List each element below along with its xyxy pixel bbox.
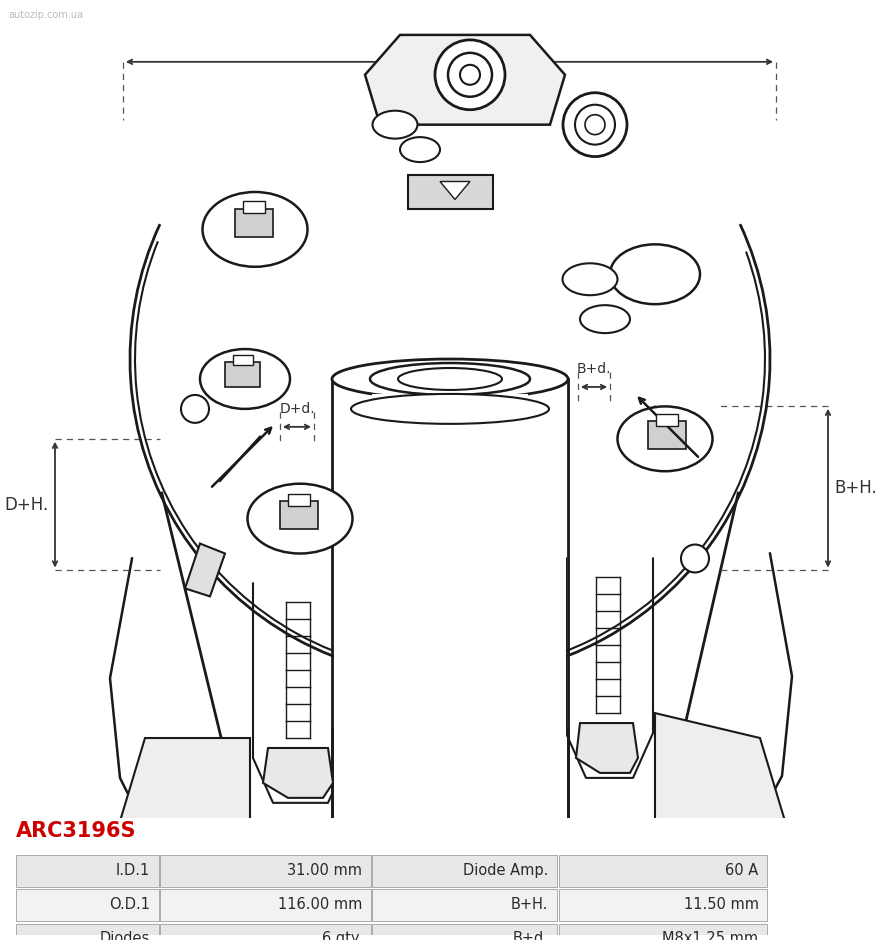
Text: I.D.1: I.D.1 [116, 863, 150, 878]
Text: 6 qty.: 6 qty. [321, 931, 362, 940]
Text: O.D.1: O.D.1 [109, 897, 150, 912]
Text: B+H.: B+H. [834, 479, 876, 497]
Bar [16, 923, 158, 940]
Text: D+H.: D+H. [5, 495, 49, 513]
Bar [233, 355, 253, 365]
Ellipse shape [579, 306, 630, 333]
Bar [288, 494, 310, 506]
Circle shape [680, 544, 709, 572]
Bar [160, 923, 371, 940]
Ellipse shape [609, 244, 699, 305]
Bar [372, 855, 557, 887]
Circle shape [563, 93, 626, 157]
Ellipse shape [332, 359, 567, 399]
Bar [16, 855, 158, 887]
Circle shape [459, 65, 479, 85]
Text: 11.50 mm: 11.50 mm [683, 897, 758, 912]
Text: D+d.: D+d. [279, 402, 314, 415]
Ellipse shape [350, 394, 549, 424]
Text: Diodes: Diodes [99, 931, 150, 940]
Polygon shape [364, 35, 565, 125]
Bar [655, 414, 677, 426]
Ellipse shape [372, 111, 417, 138]
Text: O.D.1: O.D.1 [424, 37, 474, 55]
Bar [371, 394, 528, 940]
Ellipse shape [370, 363, 529, 395]
Ellipse shape [248, 484, 352, 554]
Ellipse shape [398, 368, 501, 390]
Text: Diode Amp.: Diode Amp. [463, 863, 548, 878]
Bar [558, 889, 766, 921]
Text: I.D.1: I.D.1 [439, 771, 481, 789]
Bar [372, 889, 557, 921]
Circle shape [585, 115, 604, 134]
Ellipse shape [562, 263, 617, 295]
Circle shape [448, 53, 492, 97]
Text: M8x1.25 mm: M8x1.25 mm [662, 931, 758, 940]
Text: ARC3196S: ARC3196S [16, 822, 136, 841]
Polygon shape [575, 723, 637, 773]
Polygon shape [440, 181, 470, 199]
Bar [225, 362, 260, 387]
Bar [234, 210, 273, 238]
Bar [280, 501, 318, 528]
Bar [334, 379, 565, 940]
Bar [407, 175, 493, 210]
Bar [558, 855, 766, 887]
Ellipse shape [202, 192, 307, 267]
Polygon shape [184, 543, 225, 596]
Bar [16, 889, 158, 921]
Text: B+d.: B+d. [576, 362, 610, 376]
Text: B+H.: B+H. [510, 897, 548, 912]
Polygon shape [654, 713, 789, 885]
Ellipse shape [399, 137, 440, 162]
Text: 60 A: 60 A [724, 863, 758, 878]
Ellipse shape [200, 349, 290, 409]
Text: autozip.com.ua: autozip.com.ua [8, 10, 83, 20]
Ellipse shape [617, 406, 712, 471]
Bar [160, 855, 371, 887]
Bar [242, 201, 264, 213]
Bar [647, 421, 685, 448]
Circle shape [435, 39, 505, 110]
Text: 31.00 mm: 31.00 mm [287, 863, 362, 878]
Polygon shape [115, 738, 249, 887]
Bar [372, 923, 557, 940]
Bar [160, 889, 371, 921]
Circle shape [181, 395, 209, 423]
Text: 116.00 mm: 116.00 mm [277, 897, 362, 912]
Circle shape [574, 104, 615, 145]
Bar [558, 923, 766, 940]
Text: B+d.: B+d. [512, 931, 548, 940]
Polygon shape [263, 748, 333, 798]
